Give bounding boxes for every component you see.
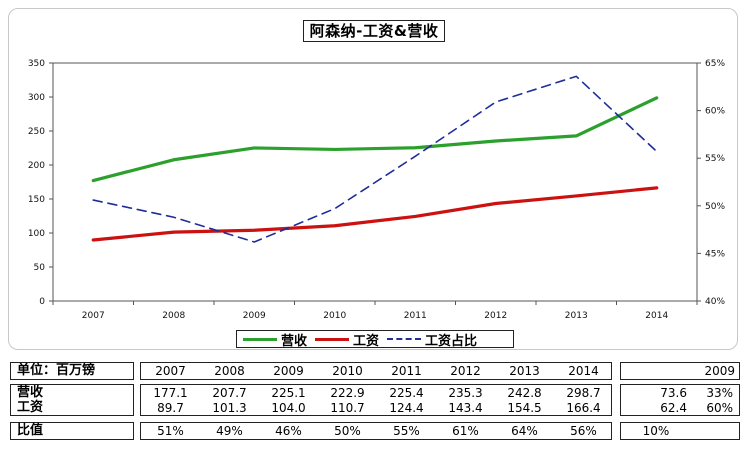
side-wages-pct: 60% (706, 401, 733, 415)
side-wages: 62.4 (660, 401, 687, 415)
y-right-tick-label: 40% (705, 297, 725, 307)
series-line-2 (92, 75, 658, 243)
y-left-tick-label: 0 (39, 297, 45, 307)
legend-label-revenue: 营收 (281, 333, 308, 349)
revenue-cell: 207.7 (212, 386, 247, 400)
revenue-cell: 235.3 (448, 386, 483, 400)
y-right-tick-label: 50% (705, 202, 725, 212)
x-tick-label: 2009 (243, 311, 266, 321)
legend-swatch-wages (315, 337, 350, 341)
ratio-cell: 51% (157, 424, 184, 438)
wages-cell: 143.4 (448, 401, 483, 415)
side-year: 2009 (704, 364, 735, 378)
side-values-box: 73.6 33% 62.4 60% (620, 384, 740, 416)
wages-cell: 124.4 (389, 401, 424, 415)
ratio-cell: 61% (452, 424, 479, 438)
y-left-tick-label: 50 (34, 263, 46, 273)
wages-cell: 101.3 (212, 401, 247, 415)
row-labels-box: 营收 工资 (10, 384, 134, 416)
wages-cell: 104.0 (271, 401, 306, 415)
year-header-cell: 2014 (568, 364, 599, 378)
y-left-tick-label: 250 (28, 127, 45, 137)
chart-frame (8, 8, 738, 350)
revenue-cell: 177.1 (153, 386, 188, 400)
revenue-cell: 298.7 (566, 386, 601, 400)
ratio-cell: 55% (393, 424, 420, 438)
y-left-tick-label: 100 (28, 229, 45, 239)
ratio-cell: 49% (216, 424, 243, 438)
x-tick-label: 2014 (645, 311, 668, 321)
legend-swatch-revenue (243, 337, 277, 341)
y-left-tick-label: 300 (28, 93, 45, 103)
unit-label: 单位：百万镑 (17, 363, 96, 378)
wages-cell: 154.5 (507, 401, 542, 415)
x-tick-label: 2010 (323, 311, 346, 321)
y-left-tick-label: 350 (28, 59, 45, 69)
legend-swatch-wage-ratio (387, 338, 422, 340)
chart-title: 阿森纳-工资&营收 (303, 20, 445, 42)
y-right-tick-label: 55% (705, 154, 725, 164)
side-ratio-box: 10% (620, 422, 740, 440)
legend-item-wages: 工资 (315, 330, 379, 349)
ratio-cell: 64% (511, 424, 538, 438)
ratio-values-box: 51% 49% 46% 50% 55% 61% 64% 56% (140, 422, 612, 440)
chart-legend: 营收 工资 工资占比 (236, 330, 514, 349)
year-header-cell: 2008 (214, 364, 245, 378)
year-header-cell: 2012 (450, 364, 481, 378)
wages-row-label: 工资 (17, 400, 44, 415)
y-left-tick-label: 200 (28, 161, 45, 171)
wages-cell: 110.7 (330, 401, 365, 415)
legend-item-revenue: 营收 (243, 330, 307, 349)
x-tick-label: 2007 (82, 311, 105, 321)
y-right-tick-label: 60% (705, 107, 725, 117)
revenue-cell: 242.8 (507, 386, 542, 400)
x-tick-label: 2013 (565, 311, 588, 321)
legend-item-wage-ratio: 工资占比 (387, 330, 477, 349)
side-year-box: 2009 (620, 362, 740, 380)
legend-label-wage-ratio: 工资占比 (425, 333, 478, 349)
values-box: 177.1 207.7 225.1 222.9 225.4 235.3 242.8 298.7… (140, 384, 612, 416)
wages-cell: 166.4 (566, 401, 601, 415)
year-header-cell: 2010 (332, 364, 363, 378)
year-header-box: 2007 2008 2009 2010 2011 2012 2013 2014 (140, 362, 612, 380)
y-right-tick-label: 65% (705, 59, 725, 69)
wages-cell: 89.7 (157, 401, 184, 415)
ratio-cell: 50% (334, 424, 361, 438)
side-revenue-pct: 33% (706, 386, 733, 400)
revenue-row-label: 营收 (17, 385, 44, 400)
side-ratio: 10% (642, 424, 670, 438)
y-left-tick-label: 150 (28, 195, 45, 205)
x-tick-label: 2008 (162, 311, 185, 321)
revenue-cell: 222.9 (330, 386, 365, 400)
ratio-row-label: 比值 (17, 423, 44, 438)
year-header-cell: 2009 (273, 364, 304, 378)
x-tick-label: 2011 (404, 311, 427, 321)
unit-label-box: 单位：百万镑 (10, 362, 134, 380)
ratio-cell: 56% (570, 424, 597, 438)
legend-label-wages: 工资 (353, 333, 380, 349)
side-revenue: 73.6 (660, 386, 687, 400)
x-tick-label: 2012 (484, 311, 507, 321)
year-header-cell: 2011 (391, 364, 422, 378)
year-header-cell: 2013 (509, 364, 540, 378)
series-line-1 (91, 186, 659, 242)
ratio-label-box: 比值 (10, 422, 134, 440)
ratio-cell: 46% (275, 424, 302, 438)
y-right-tick-label: 45% (705, 249, 725, 259)
revenue-cell: 225.4 (389, 386, 424, 400)
revenue-cell: 225.1 (271, 386, 306, 400)
series-line-0 (91, 96, 659, 183)
year-header-cell: 2007 (155, 364, 186, 378)
